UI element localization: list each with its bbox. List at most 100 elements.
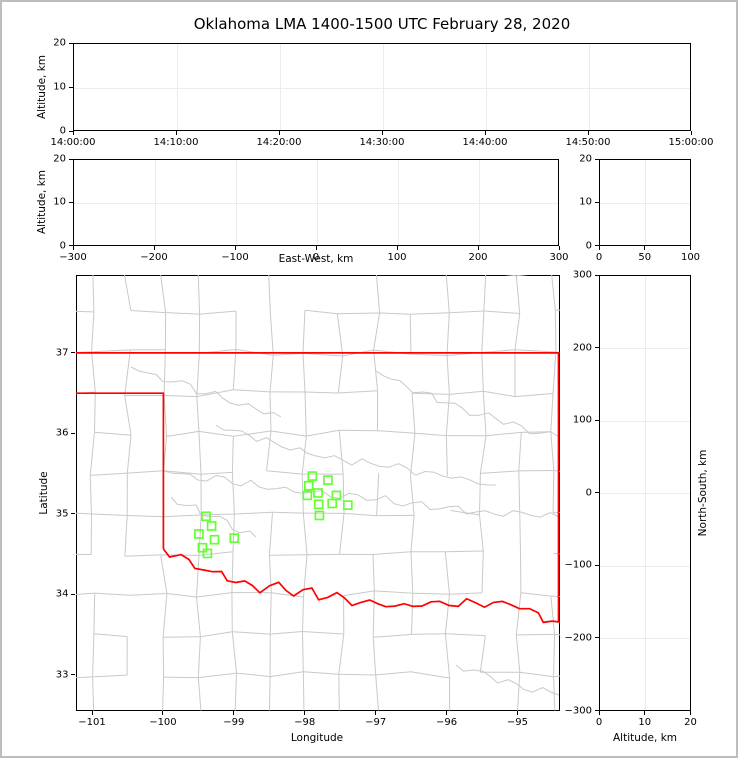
- grid-line: [600, 565, 690, 567]
- x-tick-label: 50: [638, 251, 652, 263]
- y-tick-mark: [594, 245, 599, 246]
- oklahoma-county-map: [75, 275, 560, 711]
- lma-station-marker: [322, 475, 333, 485]
- county-boundaries: [75, 275, 560, 711]
- x-tick-label: 200: [468, 251, 488, 263]
- y-tick-label: 0: [59, 125, 66, 137]
- y-tick-label: 100: [572, 414, 592, 426]
- lma-station-marker: [326, 498, 337, 509]
- river-line: [170, 496, 256, 538]
- x-tick-mark: [72, 131, 74, 135]
- river-line: [215, 424, 496, 486]
- river-line: [163, 470, 559, 518]
- x-tick-label: 15:00:00: [668, 137, 714, 148]
- x-tick-label: 0: [312, 251, 320, 263]
- grid-line: [645, 276, 647, 710]
- lma-station-marker: [306, 471, 317, 481]
- y-tick-mark: [71, 432, 75, 434]
- grid-line: [485, 44, 487, 130]
- y-tick-label: 10: [53, 81, 66, 93]
- x-tick-mark: [558, 245, 560, 250]
- y-tick-mark: [594, 637, 599, 639]
- lma-station-marker: [209, 534, 219, 545]
- panel-altitude_histogram: [599, 159, 691, 246]
- y-tick-label: 20: [53, 37, 66, 49]
- x-tick-label: −95: [506, 716, 529, 728]
- xlabel-eastwest: East-West, km: [278, 253, 354, 265]
- x-tick-label: −300: [59, 251, 87, 263]
- panel-map: [75, 275, 560, 711]
- lma-station-marker: [206, 521, 216, 531]
- lma-station-marker: [197, 542, 207, 553]
- x-tick-mark: [598, 710, 600, 715]
- x-tick-mark: [516, 710, 518, 715]
- grid-line: [600, 202, 690, 204]
- y-tick-label: −300: [564, 705, 592, 716]
- grid-line: [176, 44, 178, 130]
- x-tick-label: 300: [549, 251, 569, 263]
- grid-line: [316, 160, 318, 245]
- y-tick-mark: [68, 86, 73, 88]
- x-tick-mark: [381, 131, 383, 135]
- grid-line: [74, 87, 690, 89]
- y-tick-label: 200: [572, 342, 592, 354]
- y-tick-mark: [594, 564, 599, 566]
- lma-station-marker: [228, 533, 239, 543]
- river-line: [375, 370, 559, 438]
- x-tick-mark: [690, 710, 691, 715]
- xlabel-longitude: Longitude: [290, 732, 344, 744]
- grid-line: [382, 44, 384, 130]
- lma-station-marker: [303, 480, 314, 491]
- y-tick-mark: [68, 245, 73, 246]
- xlabel-altitude: Altitude, km: [612, 732, 677, 744]
- figure-title: Oklahoma LMA 1400-1500 UTC February 28, …: [193, 15, 571, 33]
- state-border: [75, 352, 560, 622]
- x-tick-mark: [477, 245, 479, 250]
- grid-line: [478, 160, 480, 245]
- y-tick-mark: [594, 492, 599, 494]
- y-tick-label: 0: [59, 240, 66, 251]
- x-tick-mark: [233, 710, 235, 715]
- y-tick-label: 20: [53, 153, 66, 165]
- river-line: [130, 366, 281, 418]
- x-tick-mark: [644, 710, 646, 715]
- x-tick-label: −100: [221, 251, 249, 263]
- y-tick-label: 10: [579, 196, 592, 208]
- x-tick-label: 14:40:00: [462, 137, 508, 148]
- y-tick-mark: [68, 42, 73, 44]
- x-tick-mark: [175, 131, 177, 135]
- x-tick-label: 0: [595, 716, 603, 728]
- grid-line: [600, 493, 690, 495]
- lma-station-marker: [312, 488, 323, 498]
- y-tick-mark: [594, 347, 599, 349]
- y-tick-label: 10: [53, 196, 66, 208]
- red-river-border: [162, 548, 560, 624]
- panel-time_altitude: [73, 43, 691, 131]
- x-tick-label: −99: [223, 716, 245, 728]
- y-tick-mark: [71, 593, 75, 595]
- x-tick-mark: [396, 245, 398, 250]
- x-tick-mark: [690, 131, 692, 135]
- x-tick-mark: [587, 131, 589, 135]
- grid-line: [645, 160, 647, 245]
- lma-station-marker: [302, 490, 312, 501]
- x-tick-label: 14:30:00: [359, 137, 405, 148]
- x-tick-label: 14:10:00: [153, 137, 199, 148]
- lma-station-marker: [202, 548, 212, 559]
- y-tick-mark: [71, 513, 75, 515]
- x-tick-mark: [278, 131, 280, 135]
- x-tick-mark: [644, 245, 646, 250]
- y-tick-mark: [71, 674, 75, 676]
- x-tick-label: −101: [78, 716, 106, 728]
- y-tick-label: 0: [585, 240, 592, 251]
- grid-line: [279, 44, 281, 130]
- x-tick-label: 100: [680, 251, 701, 263]
- y-tick-mark: [68, 201, 73, 203]
- lma-station-marker: [193, 529, 204, 539]
- x-tick-label: 20: [684, 716, 697, 728]
- x-tick-label: 14:20:00: [256, 137, 302, 148]
- y-tick-mark: [68, 130, 73, 132]
- y-tick-label: 34: [55, 588, 69, 600]
- y-tick-label: 20: [579, 153, 592, 165]
